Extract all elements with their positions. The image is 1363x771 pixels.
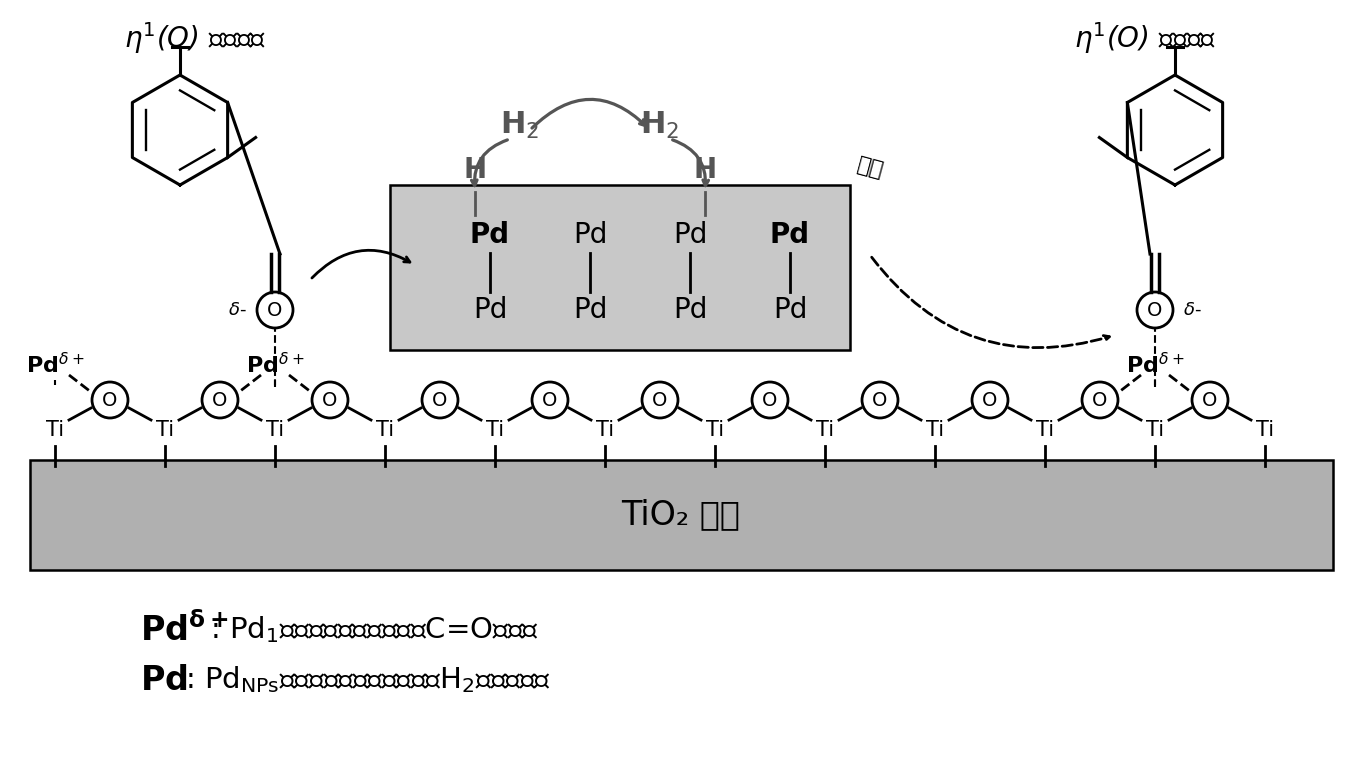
Text: Ti: Ti [266, 420, 284, 440]
Text: Pd$^{\delta+}$: Pd$^{\delta+}$ [1126, 352, 1184, 378]
Text: 溢流: 溢流 [855, 155, 886, 181]
Text: Pd: Pd [770, 221, 810, 249]
Text: O: O [762, 390, 778, 409]
Circle shape [1193, 382, 1228, 418]
Circle shape [202, 382, 239, 418]
Circle shape [258, 292, 293, 328]
Circle shape [532, 382, 568, 418]
Circle shape [972, 382, 1009, 418]
Text: O: O [102, 390, 117, 409]
Text: Ti: Ti [155, 420, 174, 440]
Text: Pd: Pd [473, 296, 507, 324]
Text: Ti: Ti [925, 420, 945, 440]
Text: : Pd$_{\mathrm{NPs}}$纳米粒子位点用于氢气（H$_2$）分子解离: : Pd$_{\mathrm{NPs}}$纳米粒子位点用于氢气（H$_2$）分子… [185, 665, 551, 695]
Text: Pd$^{\delta+}$: Pd$^{\delta+}$ [26, 352, 85, 378]
Text: O: O [1092, 390, 1108, 409]
Text: Ti: Ti [487, 420, 504, 440]
Text: $\delta$-: $\delta$- [229, 301, 247, 319]
Text: O: O [267, 301, 282, 319]
Text: O: O [542, 390, 557, 409]
Circle shape [861, 382, 898, 418]
Text: O: O [872, 390, 887, 409]
Text: $\mathbf{Pd}$: $\mathbf{Pd}$ [140, 664, 188, 696]
Text: Pd: Pd [773, 296, 807, 324]
Circle shape [642, 382, 677, 418]
Text: H: H [463, 156, 487, 184]
Circle shape [1137, 292, 1174, 328]
Text: Pd: Pd [673, 221, 707, 249]
Text: TiO₂ 载体: TiO₂ 载体 [622, 499, 740, 531]
Text: H$_2$: H$_2$ [641, 109, 680, 140]
Text: O: O [432, 390, 447, 409]
Text: O: O [1148, 301, 1163, 319]
Text: Pd: Pd [673, 296, 707, 324]
Bar [30, 460, 1333, 570]
Text: Ti: Ti [1036, 420, 1054, 440]
Text: Ti: Ti [596, 420, 615, 440]
Circle shape [1082, 382, 1118, 418]
Text: Pd: Pd [572, 221, 607, 249]
Text: : Pd$_1$单原子位点用于羰基（C=O）活化: : Pd$_1$单原子位点用于羰基（C=O）活化 [210, 614, 538, 645]
Circle shape [752, 382, 788, 418]
Circle shape [423, 382, 458, 418]
Text: O: O [1202, 390, 1217, 409]
Circle shape [312, 382, 348, 418]
Text: H$_2$: H$_2$ [500, 109, 540, 140]
Text: O: O [322, 390, 338, 409]
Text: O: O [983, 390, 998, 409]
Text: Pd$^{\delta+}$: Pd$^{\delta+}$ [245, 352, 304, 378]
Text: Ti: Ti [376, 420, 394, 440]
Bar [390, 185, 851, 350]
Text: $\mathbf{Pd^{\delta+}}$: $\mathbf{Pd^{\delta+}}$ [140, 612, 229, 648]
Text: $\eta^1$(O) 吸附模式: $\eta^1$(O) 吸附模式 [1074, 20, 1216, 56]
Text: Ti: Ti [1146, 420, 1164, 440]
Text: Ti: Ti [1255, 420, 1274, 440]
Text: O: O [213, 390, 228, 409]
Text: Pd: Pd [572, 296, 607, 324]
Text: Ti: Ti [816, 420, 834, 440]
Circle shape [91, 382, 128, 418]
Text: Ti: Ti [706, 420, 724, 440]
Text: H: H [694, 156, 717, 184]
Text: O: O [653, 390, 668, 409]
Text: $\delta$-: $\delta$- [1183, 301, 1202, 319]
Text: Ti: Ti [46, 420, 64, 440]
Text: Pd: Pd [470, 221, 510, 249]
Text: $\eta^1$(O) 吸附模式: $\eta^1$(O) 吸附模式 [124, 20, 266, 56]
